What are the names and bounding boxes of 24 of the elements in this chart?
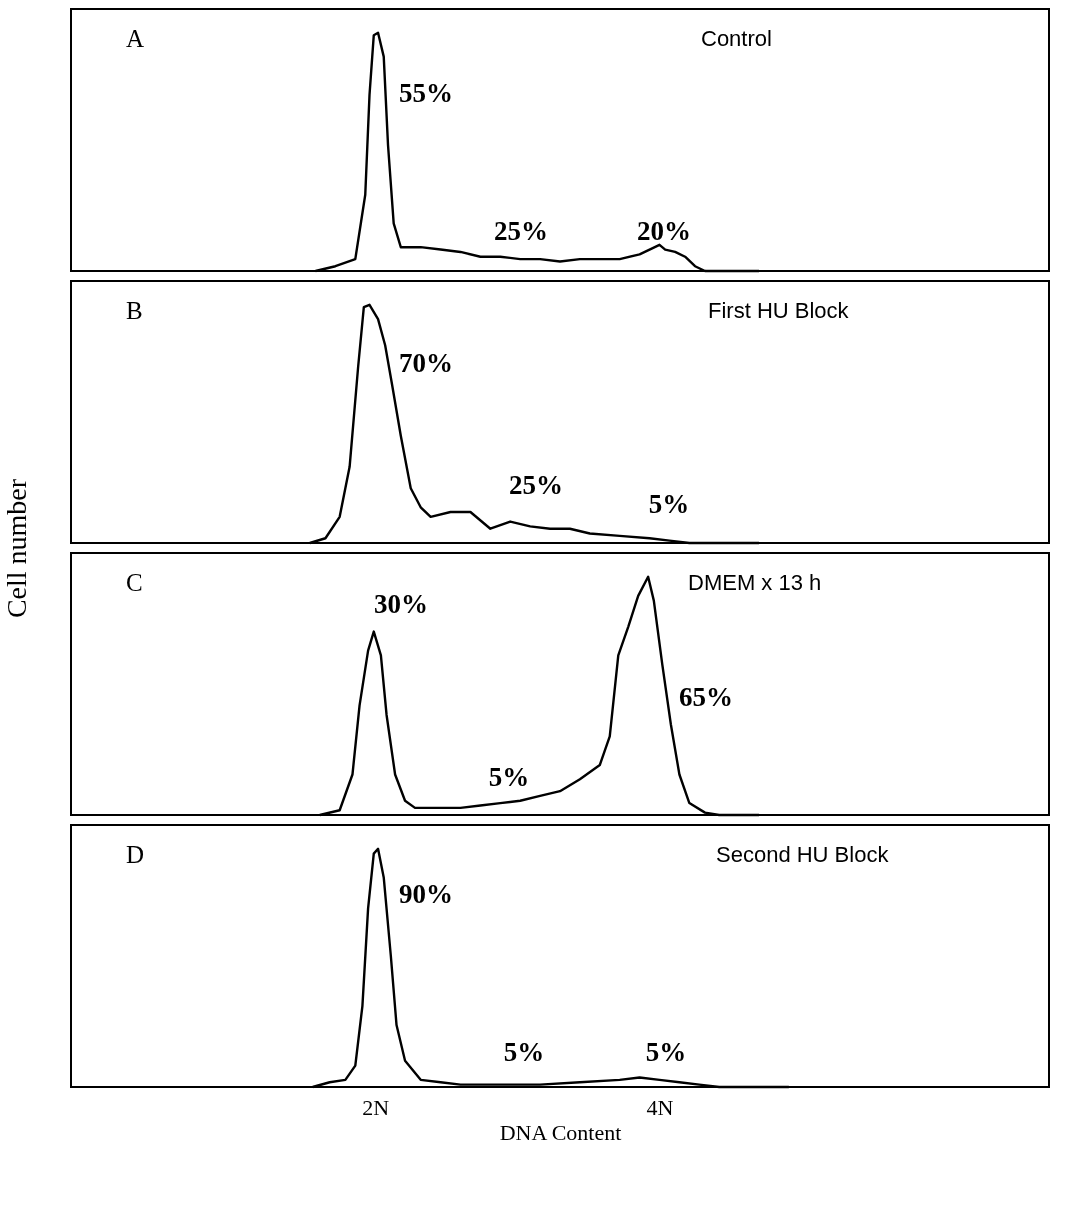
x-tick-label: 2N [362,1094,390,1120]
annotation: D [126,841,145,868]
annotation: A [126,25,145,52]
annotation: C [126,569,143,596]
annotation: Control [701,26,772,51]
annotation: 25% [494,216,548,246]
annotation: 70% [399,348,453,378]
x-tick-label: 4N [646,1094,674,1120]
annotation: 5% [645,1037,687,1067]
annotation: 5% [648,489,690,519]
annotation: 5% [488,762,530,792]
y-axis-title: Cell number [0,478,32,619]
annotation: 5% [503,1037,545,1067]
annotation: 65% [679,682,733,712]
annotation: 20% [637,216,691,246]
annotation: 25% [509,470,563,500]
annotation: Second HU Block [716,842,890,867]
annotation: First HU Block [708,298,850,323]
annotation: 90% [399,879,453,909]
annotation: DMEM x 13 h [688,570,822,595]
annotation: B [126,297,143,324]
annotation: 55% [399,78,453,108]
x-axis-title: DNA Content [499,1119,622,1145]
annotation: 30% [374,589,428,619]
